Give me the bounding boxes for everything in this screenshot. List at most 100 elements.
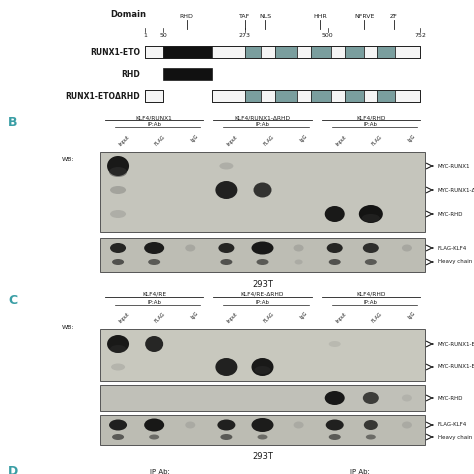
Text: KLF4/RUNX1: KLF4/RUNX1 bbox=[136, 115, 173, 120]
Bar bbox=[274, 90, 297, 102]
Bar bbox=[145, 46, 163, 58]
Bar bbox=[345, 90, 365, 102]
Ellipse shape bbox=[109, 167, 127, 177]
Ellipse shape bbox=[185, 421, 195, 428]
Bar bbox=[311, 90, 331, 102]
Ellipse shape bbox=[252, 358, 273, 376]
Bar bbox=[395, 90, 420, 102]
Ellipse shape bbox=[144, 242, 164, 254]
Text: 293T: 293T bbox=[252, 280, 273, 289]
Text: KLF4/RE: KLF4/RE bbox=[142, 292, 166, 297]
Text: FLAG: FLAG bbox=[263, 311, 275, 323]
Ellipse shape bbox=[149, 435, 159, 439]
Text: MYC-RUNX1-ETO-ΔRHD: MYC-RUNX1-ETO-ΔRHD bbox=[438, 365, 474, 370]
Text: IP:Ab: IP:Ab bbox=[147, 122, 161, 127]
Bar bbox=[100, 385, 425, 411]
Text: IP:Ab: IP:Ab bbox=[147, 300, 161, 305]
Ellipse shape bbox=[363, 243, 379, 253]
Bar bbox=[163, 68, 212, 80]
Ellipse shape bbox=[148, 259, 160, 265]
Bar bbox=[212, 90, 420, 102]
Text: IgG: IgG bbox=[299, 311, 308, 320]
Text: NFRVE: NFRVE bbox=[354, 14, 374, 19]
Text: Domain: Domain bbox=[110, 10, 146, 19]
Text: Input: Input bbox=[335, 134, 347, 146]
Bar bbox=[163, 46, 212, 58]
Ellipse shape bbox=[110, 345, 126, 353]
Text: IP Ab:: IP Ab: bbox=[350, 469, 370, 474]
Ellipse shape bbox=[329, 341, 341, 347]
Ellipse shape bbox=[257, 435, 267, 439]
Ellipse shape bbox=[110, 243, 126, 253]
Ellipse shape bbox=[218, 419, 236, 430]
Ellipse shape bbox=[252, 418, 273, 432]
Ellipse shape bbox=[402, 394, 412, 401]
Text: FLAG-KLF4: FLAG-KLF4 bbox=[438, 246, 467, 250]
Text: B: B bbox=[8, 116, 18, 129]
Ellipse shape bbox=[325, 391, 345, 405]
Bar bbox=[145, 90, 163, 102]
Ellipse shape bbox=[219, 243, 234, 253]
Bar bbox=[365, 46, 377, 58]
Text: WB:: WB: bbox=[62, 325, 74, 330]
Ellipse shape bbox=[295, 259, 302, 264]
Text: MYC-RUNX1: MYC-RUNX1 bbox=[438, 164, 471, 168]
Bar bbox=[145, 90, 163, 102]
Ellipse shape bbox=[256, 259, 268, 265]
Text: IgG: IgG bbox=[190, 134, 200, 144]
Bar bbox=[261, 90, 274, 102]
Text: IP Ab:: IP Ab: bbox=[150, 469, 170, 474]
Ellipse shape bbox=[220, 434, 232, 440]
Ellipse shape bbox=[366, 435, 376, 439]
Text: IgG: IgG bbox=[190, 311, 200, 320]
Ellipse shape bbox=[365, 259, 377, 265]
Text: 50: 50 bbox=[159, 33, 167, 38]
Text: TAF: TAF bbox=[239, 14, 250, 19]
Text: C: C bbox=[8, 294, 17, 307]
Bar bbox=[311, 46, 331, 58]
Ellipse shape bbox=[325, 206, 345, 222]
Text: Input: Input bbox=[118, 311, 131, 324]
Bar bbox=[297, 90, 311, 102]
Bar bbox=[212, 90, 245, 102]
Text: Heavy chain: Heavy chain bbox=[438, 259, 472, 264]
Ellipse shape bbox=[110, 186, 126, 194]
Bar bbox=[145, 46, 420, 58]
Text: IP:Ab: IP:Ab bbox=[255, 300, 270, 305]
Ellipse shape bbox=[215, 181, 237, 199]
Ellipse shape bbox=[402, 421, 412, 428]
Text: IgG: IgG bbox=[407, 134, 416, 144]
Text: RUNX1-ETO: RUNX1-ETO bbox=[90, 47, 140, 56]
Ellipse shape bbox=[363, 392, 379, 404]
Text: 500: 500 bbox=[322, 33, 334, 38]
Ellipse shape bbox=[327, 243, 343, 253]
Bar bbox=[245, 46, 261, 58]
Bar bbox=[100, 152, 425, 232]
Text: FLAG: FLAG bbox=[263, 134, 275, 146]
Ellipse shape bbox=[112, 434, 124, 440]
Ellipse shape bbox=[293, 421, 304, 428]
Ellipse shape bbox=[215, 358, 237, 376]
Ellipse shape bbox=[329, 259, 341, 265]
Text: RHD: RHD bbox=[180, 14, 194, 19]
Bar bbox=[297, 46, 311, 58]
Bar bbox=[345, 46, 365, 58]
Text: 752: 752 bbox=[414, 33, 426, 38]
Text: MYC-RHD: MYC-RHD bbox=[438, 211, 464, 217]
Text: IP:Ab: IP:Ab bbox=[364, 300, 378, 305]
Text: FLAG-KLF4: FLAG-KLF4 bbox=[438, 422, 467, 428]
Text: 273: 273 bbox=[238, 33, 251, 38]
Ellipse shape bbox=[107, 335, 129, 353]
Bar bbox=[377, 90, 395, 102]
Text: FLAG: FLAG bbox=[371, 134, 383, 146]
Text: HHR: HHR bbox=[313, 14, 327, 19]
Ellipse shape bbox=[254, 182, 272, 198]
Ellipse shape bbox=[293, 245, 304, 252]
Bar bbox=[100, 415, 425, 445]
Text: FLAG: FLAG bbox=[371, 311, 383, 323]
Ellipse shape bbox=[111, 364, 125, 371]
Text: MYC-RHD: MYC-RHD bbox=[438, 395, 464, 401]
Ellipse shape bbox=[219, 163, 233, 170]
Ellipse shape bbox=[364, 420, 378, 430]
Text: KLF4/RHD: KLF4/RHD bbox=[356, 115, 385, 120]
